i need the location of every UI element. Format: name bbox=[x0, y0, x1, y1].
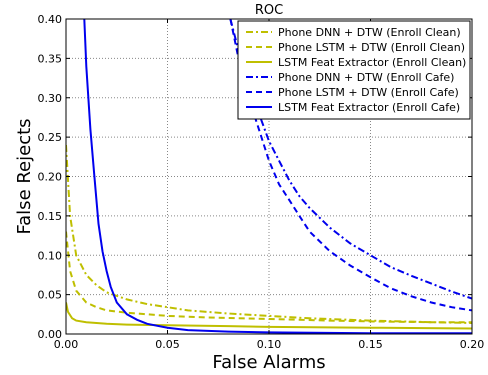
y-tick-label: 0.20 bbox=[38, 171, 63, 184]
legend: Phone DNN + DTW (Enroll Clean) Phone LSTM… bbox=[237, 20, 471, 120]
legend-label: LSTM Feat Extractor (Enroll Clean) bbox=[278, 56, 466, 69]
legend-label: Phone LSTM + DTW (Enroll Clean) bbox=[278, 41, 465, 54]
y-axis-title: False Rejects bbox=[14, 118, 35, 234]
x-tick-label: 0.05 bbox=[155, 338, 180, 351]
y-tick-label: 0.30 bbox=[38, 92, 63, 105]
x-tick-label: 0.00 bbox=[54, 338, 79, 351]
y-tick-label: 0.00 bbox=[38, 328, 63, 341]
y-tick-label: 0.10 bbox=[38, 249, 63, 262]
legend-label: Phone DNN + DTW (Enroll Cafe) bbox=[278, 71, 454, 84]
legend-label: Phone DNN + DTW (Enroll Clean) bbox=[278, 26, 461, 39]
y-tick-label: 0.40 bbox=[38, 13, 63, 26]
series-line-3 bbox=[66, 302, 472, 330]
series-line-6 bbox=[83, 19, 472, 334]
tick-layer: 0.00 0.05 0.10 0.15 0.20 0.00 0.05 0.10 0.15 0.20… bbox=[38, 13, 485, 351]
legend-label: LSTM Feat Extractor (Enroll Cafe) bbox=[278, 101, 460, 114]
series-line-1 bbox=[66, 144, 472, 324]
x-tick-label: 0.10 bbox=[257, 338, 282, 351]
x-tick-label: 0.20 bbox=[460, 338, 485, 351]
x-axis-title: False Alarms bbox=[212, 352, 325, 370]
y-tick-label: 0.25 bbox=[38, 131, 63, 144]
series-line-4 bbox=[229, 19, 472, 300]
y-tick-label: 0.35 bbox=[38, 52, 63, 65]
y-tick-label: 0.05 bbox=[38, 289, 63, 302]
y-tick-label: 0.15 bbox=[38, 210, 63, 223]
series-line-2 bbox=[66, 231, 472, 324]
legend-box bbox=[237, 20, 471, 120]
x-tick-label: 0.15 bbox=[358, 338, 383, 351]
legend-label: Phone LSTM + DTW (Enroll Cafe) bbox=[278, 86, 459, 99]
chart-title: ROC bbox=[255, 3, 283, 18]
